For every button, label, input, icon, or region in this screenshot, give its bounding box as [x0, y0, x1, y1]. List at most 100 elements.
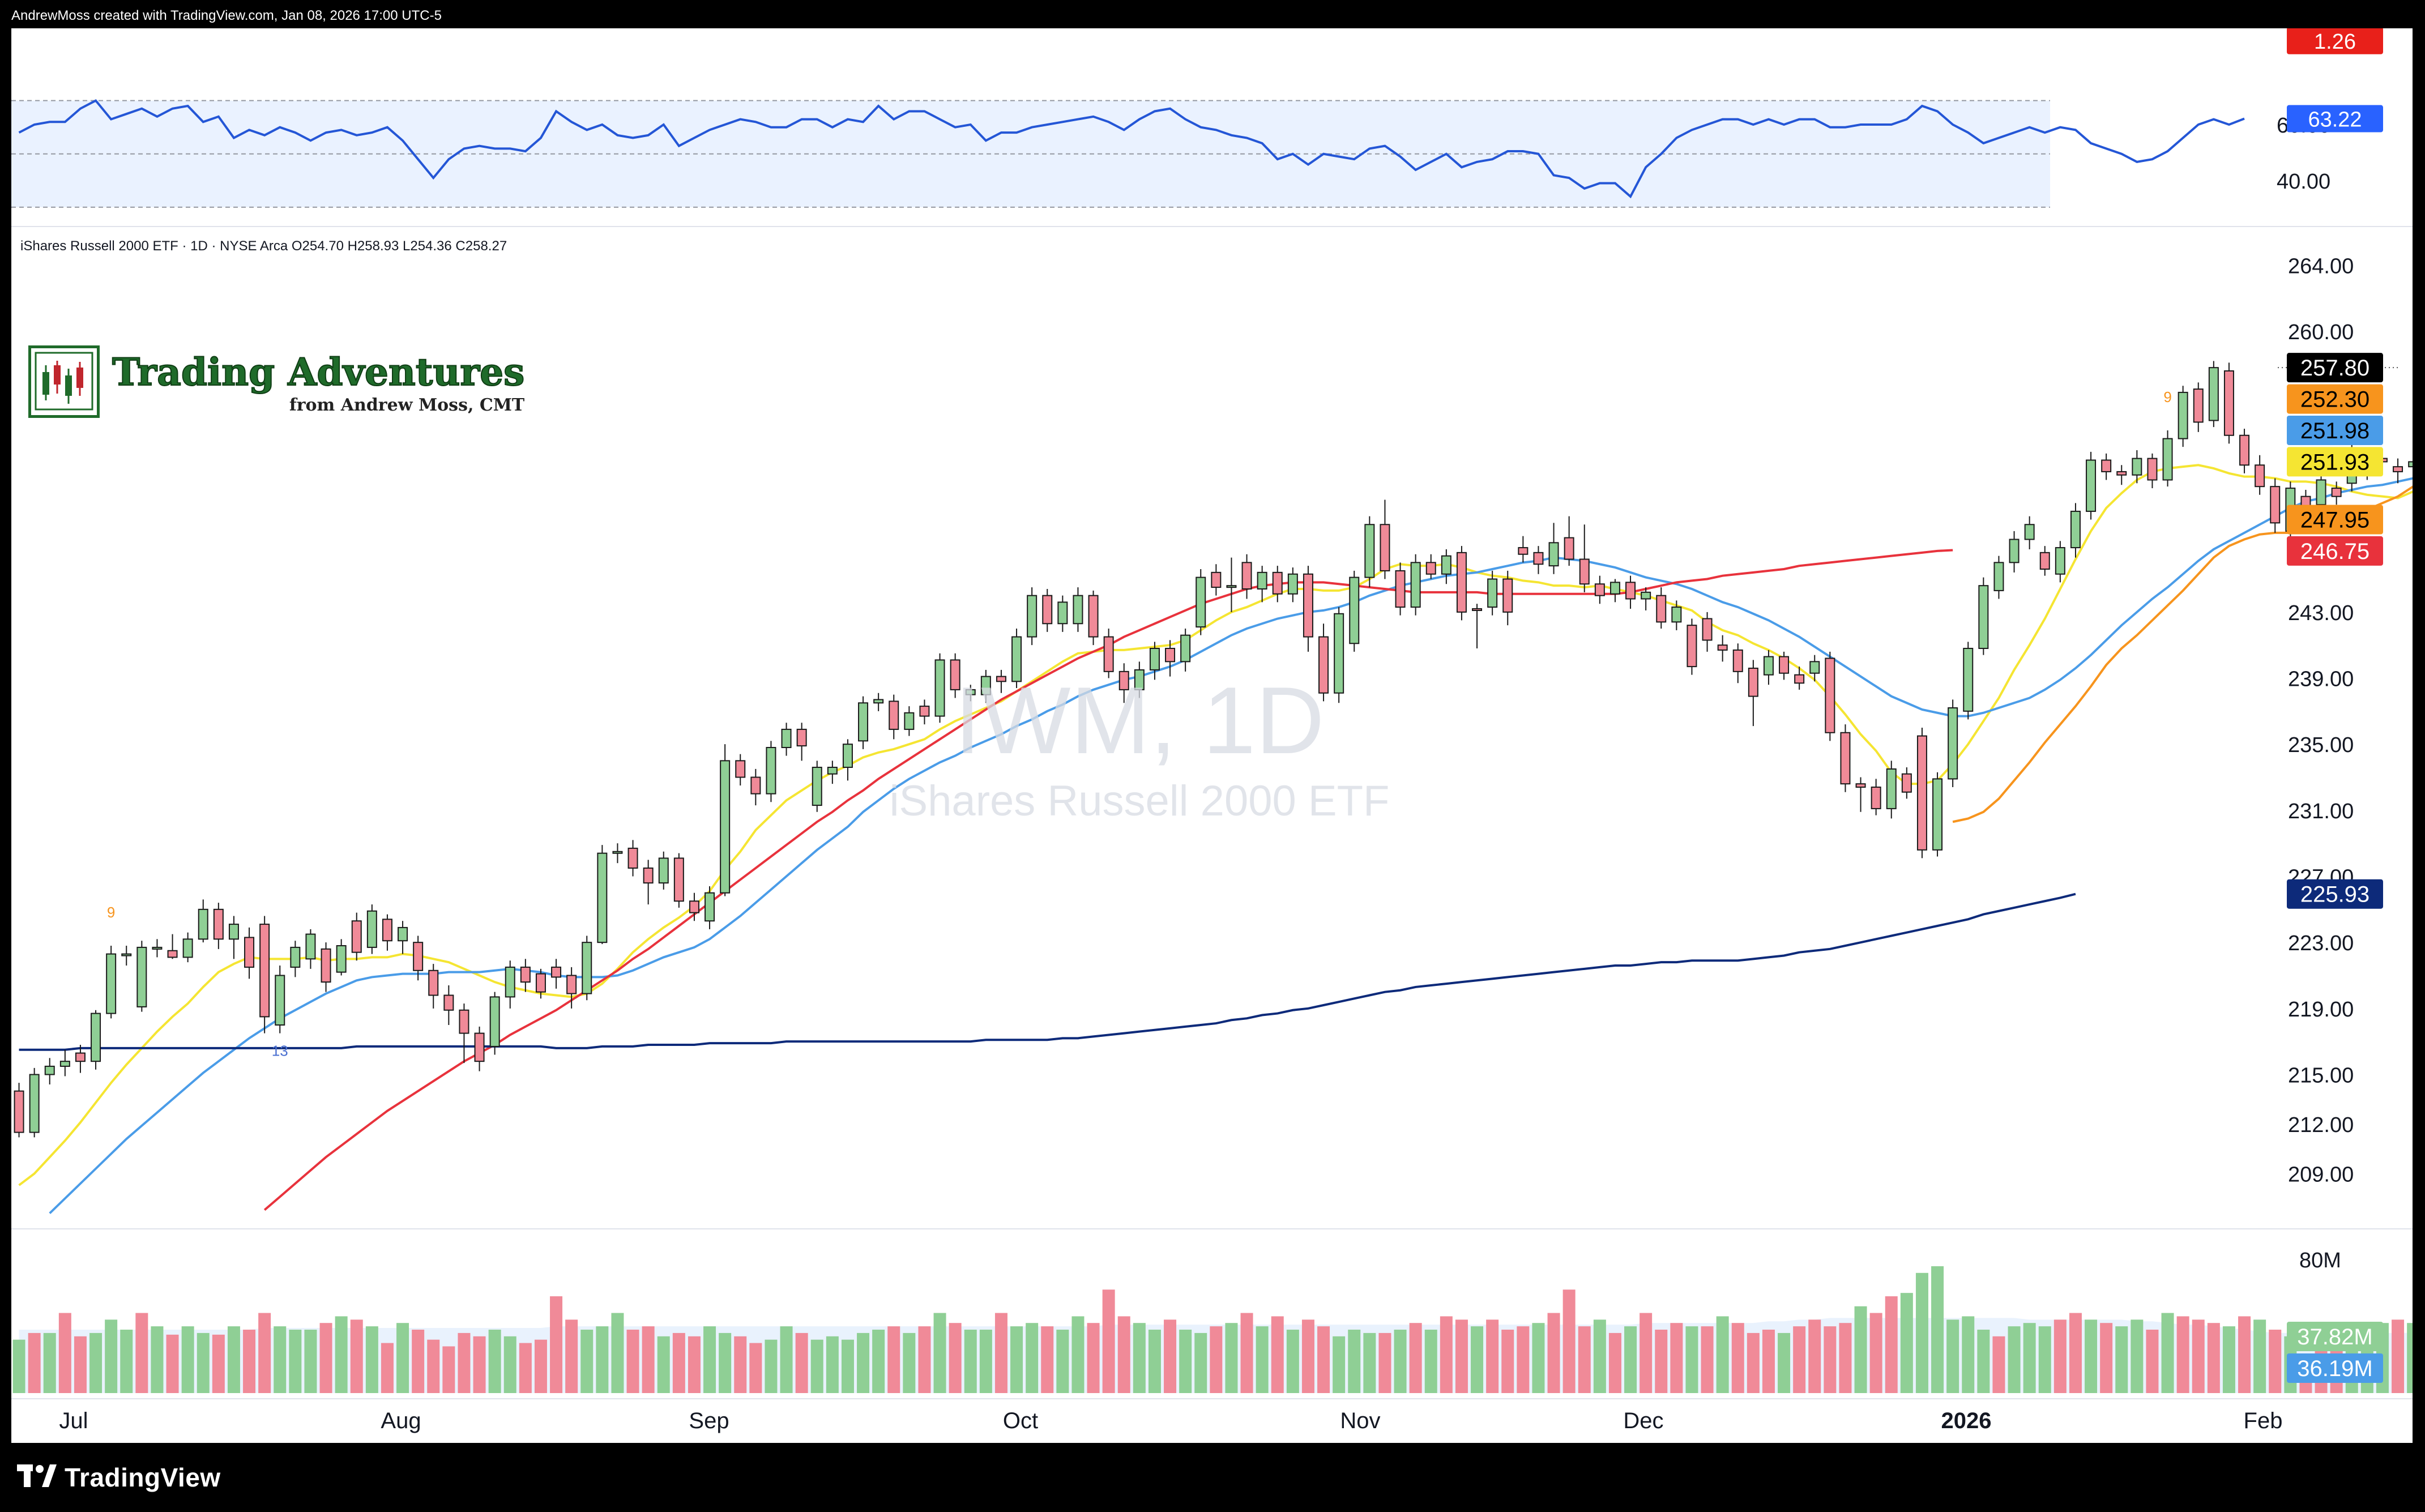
candle-body-up: [121, 953, 132, 956]
volume-bar-down: [473, 1336, 486, 1393]
ohlc-open: O254.70: [292, 238, 348, 254]
volume-bar-up: [335, 1316, 348, 1393]
price-badge: 257.80: [2287, 353, 2383, 383]
volume-bar-up: [2161, 1313, 2174, 1393]
candle-body-down: [1211, 571, 1222, 588]
volume-bar-down: [994, 1313, 1007, 1393]
volume-bar-up: [1286, 1330, 1299, 1393]
candle-body-down: [1395, 570, 1406, 608]
candle: [275, 966, 285, 1033]
candle-body-up: [705, 892, 715, 922]
candle: [14, 1083, 24, 1138]
volume-bar-down: [1409, 1323, 1422, 1393]
price-badge-bg: [2287, 353, 2383, 383]
candle: [121, 946, 132, 966]
candle-body-up: [1226, 585, 1237, 588]
candle: [1840, 724, 1851, 792]
candle: [2270, 478, 2281, 533]
volume-bar-up: [1394, 1330, 1407, 1393]
tradingview-logo[interactable]: TradingView: [17, 1462, 221, 1493]
candle: [812, 761, 822, 812]
candle-body-up: [827, 767, 838, 775]
candle: [1978, 577, 1989, 655]
candle: [1871, 779, 1881, 815]
volume-bar-up: [1225, 1323, 1238, 1393]
candle-body-down: [1594, 583, 1605, 596]
candle-body-up: [904, 712, 915, 730]
price-badge-bg: [2287, 447, 2383, 477]
volume-bar-down: [1839, 1323, 1852, 1393]
price-axis-label: 212.00: [2288, 1113, 2354, 1137]
volume-bar-up: [1593, 1319, 1606, 1393]
candle-body-down: [213, 908, 224, 940]
candle: [2393, 458, 2403, 484]
volume-bar-up: [2008, 1326, 2021, 1393]
time-axis-label: 2026: [1941, 1408, 1992, 1433]
volume-bar-up: [1026, 1323, 1039, 1393]
price-badge-bg: [2287, 879, 2383, 909]
candle-body-up: [1196, 576, 1206, 628]
candle-body-down: [796, 728, 807, 747]
candle: [1472, 604, 1483, 648]
time-axis: Jul Aug Sep Oct Nov Dec 2026 Feb: [59, 1408, 2282, 1433]
candle-body-down: [1456, 552, 1467, 613]
candle: [566, 967, 577, 1009]
candle: [1349, 570, 1360, 652]
volume-bar-down: [534, 1339, 547, 1393]
volume-bar-up: [719, 1332, 732, 1393]
candle-body-up: [2316, 479, 2326, 506]
volume-badge-bg: [2287, 1322, 2383, 1351]
candle-body-down: [1871, 787, 1881, 809]
candle: [2009, 531, 2020, 573]
price-badge-label: 251.98: [2300, 418, 2370, 443]
candle: [750, 768, 761, 806]
candle-body-up: [597, 852, 608, 943]
volume-bar-up: [396, 1323, 409, 1393]
candle-body-down: [1103, 636, 1114, 672]
candle: [597, 845, 608, 945]
price-badge-bg: [2287, 416, 2383, 445]
volume-bar-down: [135, 1313, 148, 1393]
candle: [2147, 453, 2158, 489]
candle-body-up: [2086, 459, 2097, 512]
candle: [1180, 629, 1191, 672]
candle: [689, 892, 699, 921]
volume-bar-down: [74, 1336, 87, 1393]
candle: [2086, 451, 2097, 520]
candle-body-down: [1272, 571, 1283, 595]
candle-body-up: [275, 975, 285, 1026]
candle-body-up: [366, 910, 377, 948]
candle: [351, 912, 362, 961]
candle: [1211, 564, 1222, 596]
candle-body-up: [1410, 562, 1421, 608]
candle-body-down: [566, 975, 577, 994]
candle-body-up: [305, 933, 316, 960]
volume-bar-down: [734, 1336, 747, 1393]
price-badge-bg: [2287, 505, 2383, 535]
candle-body-down: [382, 919, 392, 942]
candle: [520, 959, 531, 992]
candle-body-down: [259, 924, 270, 1018]
candle: [2223, 362, 2234, 444]
volume-bar-up: [1685, 1326, 1698, 1393]
candle: [1548, 523, 1559, 574]
candle-body-up: [1334, 613, 1344, 694]
candle-body-down: [2239, 434, 2250, 466]
candle: [1502, 570, 1513, 626]
candle: [366, 904, 377, 954]
ma-line-sma20: [49, 475, 2425, 1214]
price-badge-bg: [2287, 536, 2383, 566]
volume-bar-down: [1271, 1316, 1284, 1393]
volume-bar-down: [918, 1326, 931, 1393]
volume-bar-up: [89, 1332, 103, 1393]
candle-body-up: [1886, 768, 1897, 809]
candle: [2055, 541, 2065, 583]
candle: [1165, 640, 1176, 677]
candle: [2101, 453, 2112, 480]
candle-body-up: [336, 945, 347, 973]
candle-body-down: [1656, 595, 1667, 623]
candle-body-down: [673, 857, 684, 902]
volume-bar-up: [2222, 1326, 2235, 1393]
candle-body-down: [1855, 783, 1866, 788]
